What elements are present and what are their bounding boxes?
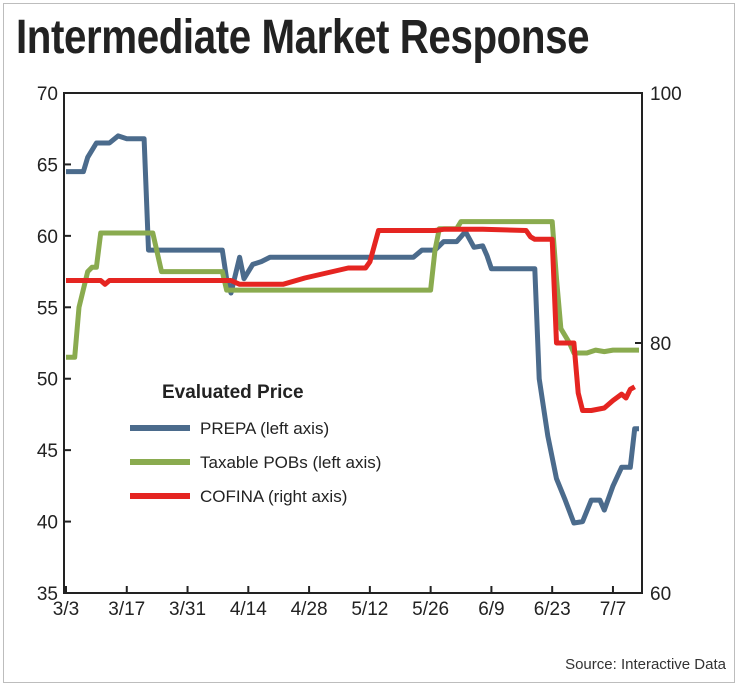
left-axis-tick-label: 55 (37, 298, 58, 319)
x-axis-tick-label: 4/28 (291, 599, 328, 620)
legend-label: Taxable POBs (left axis) (200, 453, 381, 472)
x-axis-tick-label: 6/23 (534, 599, 571, 620)
x-axis-tick-label: 6/9 (478, 599, 504, 620)
chart-frame (3, 3, 735, 683)
right-axis-tick-label: 60 (650, 584, 671, 605)
source-note: Source: Interactive Data (565, 656, 726, 673)
left-axis-tick-label: 65 (37, 155, 58, 176)
left-axis-tick-label: 45 (37, 441, 58, 462)
left-axis-tick-label: 70 (37, 84, 58, 105)
legend-label: PREPA (left axis) (200, 419, 329, 438)
legend-label: COFINA (right axis) (200, 487, 347, 506)
x-axis-tick-label: 3/3 (53, 599, 79, 620)
left-axis-tick-label: 35 (37, 584, 58, 605)
left-axis-tick-label: 60 (37, 227, 58, 248)
series-line-2 (66, 226, 636, 413)
x-axis-tick-label: 5/26 (412, 599, 449, 620)
right-axis-tick-label: 80 (650, 334, 671, 355)
left-axis-tick-label: 40 (37, 513, 58, 534)
x-axis-tick-label: 4/14 (230, 599, 267, 620)
legend-title: Evaluated Price (162, 382, 304, 403)
right-axis-tick-label: 100 (650, 84, 682, 105)
left-axis-tick-label: 50 (37, 370, 58, 391)
x-axis-tick-label: 7/7 (600, 599, 626, 620)
series-line-0 (66, 133, 639, 526)
chart-title: Intermediate Market Response (16, 11, 590, 64)
x-axis-tick-label: 3/31 (169, 599, 206, 620)
x-axis-tick-label: 3/17 (108, 599, 145, 620)
legend: Evaluated Price PREPA (left axis) Taxable … (130, 382, 381, 506)
x-axis-tick-label: 5/12 (351, 599, 388, 620)
